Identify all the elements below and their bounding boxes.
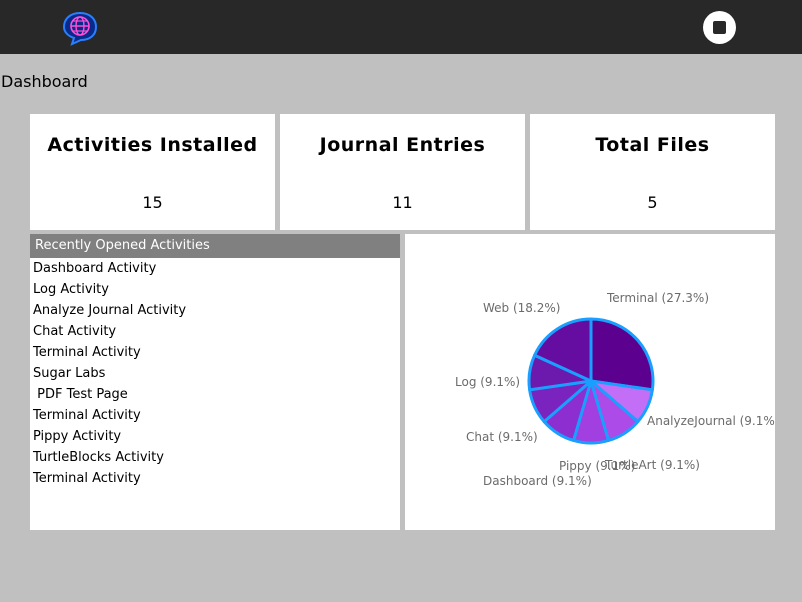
activity-pie-chart-panel: Terminal (27.3%) AnalyzeJournal (9.1%) Tur… bbox=[405, 234, 775, 530]
pie-slice-web bbox=[533, 317, 593, 383]
list-item[interactable]: Terminal Activity bbox=[33, 471, 141, 486]
list-item[interactable]: PDF Test Page bbox=[33, 387, 128, 402]
stat-value: 5 bbox=[647, 193, 658, 212]
pie-slice-terminal bbox=[589, 317, 655, 392]
stat-label: Total Files bbox=[595, 134, 710, 156]
pie-label-terminal: Terminal (27.3%) bbox=[606, 291, 709, 305]
list-item[interactable]: Analyze Journal Activity bbox=[33, 303, 187, 318]
list-item[interactable]: Sugar Labs bbox=[33, 366, 106, 381]
stop-icon bbox=[713, 21, 726, 34]
pie-label-chat: Chat (9.1%) bbox=[466, 430, 538, 444]
stop-button[interactable] bbox=[703, 11, 736, 44]
recent-activities-list: Dashboard Activity Log Activity Analyze … bbox=[30, 258, 400, 489]
stat-value: 11 bbox=[392, 193, 413, 212]
pie-label-dashboard: Dashboard (9.1%) bbox=[483, 474, 592, 488]
stat-label: Activities Installed bbox=[47, 134, 258, 156]
recent-activities-panel: Recently Opened Activities Dashboard Act… bbox=[30, 234, 400, 530]
stat-value: 15 bbox=[142, 193, 163, 212]
stat-card-files: Total Files 5 bbox=[530, 114, 775, 230]
list-item[interactable]: Dashboard Activity bbox=[33, 261, 157, 276]
pie-label-analyzejournal: AnalyzeJournal (9.1%) bbox=[647, 414, 775, 428]
pie-label-log: Log (9.1%) bbox=[455, 375, 520, 389]
activity-pie-chart: Terminal (27.3%) AnalyzeJournal (9.1%) Tur… bbox=[455, 291, 775, 488]
stat-card-activities: Activities Installed 15 bbox=[30, 114, 275, 230]
list-item[interactable]: Log Activity bbox=[33, 282, 109, 297]
list-item[interactable]: Pippy Activity bbox=[33, 429, 122, 444]
recent-activities-header: Recently Opened Activities bbox=[30, 234, 400, 258]
list-item[interactable]: TurtleBlocks Activity bbox=[33, 450, 164, 465]
pie-label-turtleart: TurtleArt (9.1%) bbox=[604, 458, 700, 472]
toolbar bbox=[0, 0, 802, 54]
pie-label-web: Web (18.2%) bbox=[483, 301, 560, 315]
globe-chat-bubble-icon[interactable] bbox=[61, 10, 99, 46]
page-title: Dashboard bbox=[1, 72, 88, 91]
list-item[interactable]: Chat Activity bbox=[33, 324, 117, 339]
stat-card-journal: Journal Entries 11 bbox=[280, 114, 525, 230]
stat-label: Journal Entries bbox=[319, 134, 486, 156]
pie-label-pippy: Pippy (9.1%) bbox=[559, 459, 635, 473]
list-item[interactable]: Terminal Activity bbox=[33, 345, 141, 360]
list-item[interactable]: Terminal Activity bbox=[33, 408, 141, 423]
